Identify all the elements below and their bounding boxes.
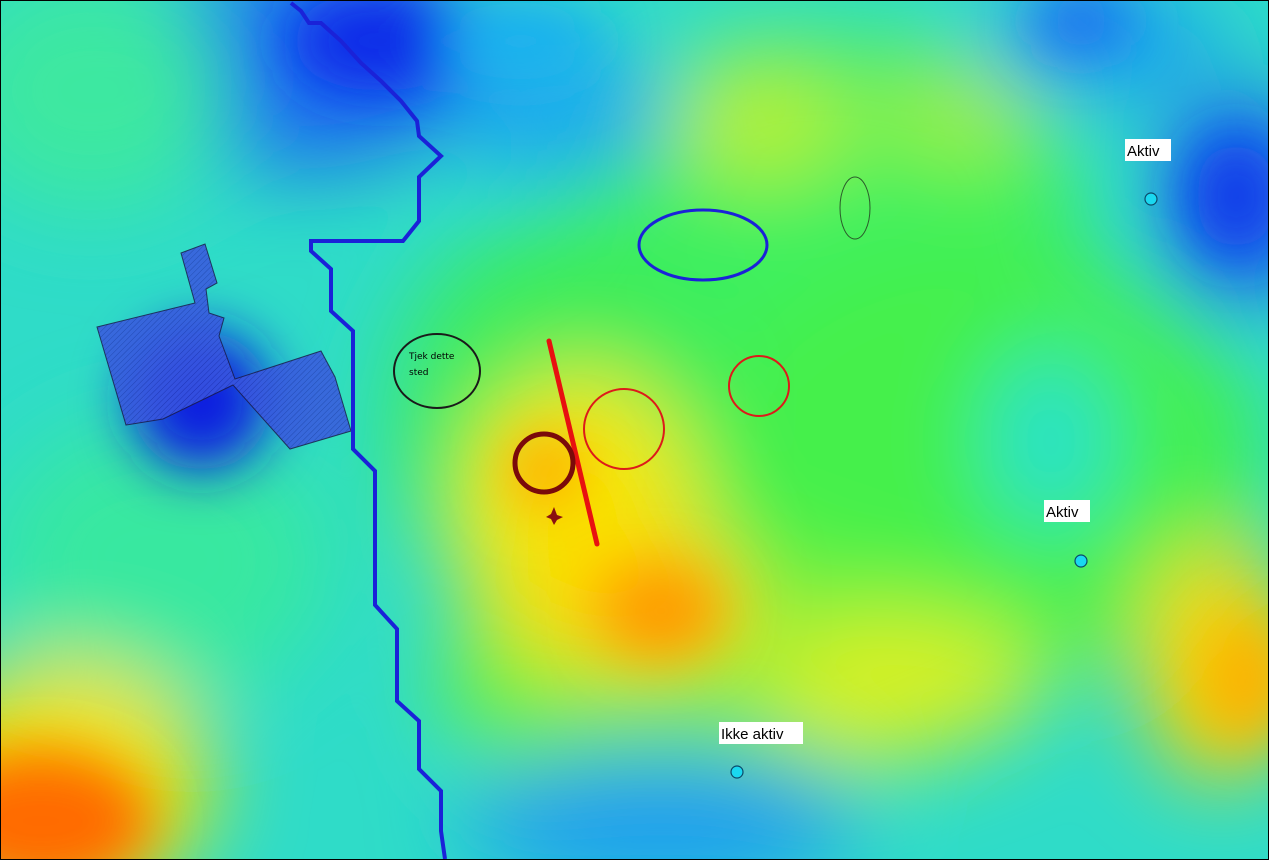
fault-line[interactable] bbox=[546, 338, 600, 547]
note-label-line2: sted bbox=[409, 368, 428, 378]
blue-ellipse-marker[interactable] bbox=[637, 208, 769, 282]
thin-ellipse-marker[interactable] bbox=[839, 176, 871, 240]
well-label-1: Aktiv bbox=[1127, 143, 1160, 160]
well-marker-3[interactable]: Ikke aktiv bbox=[719, 722, 803, 779]
note-check-site[interactable]: Tjek dette sted bbox=[393, 333, 481, 409]
well-label-bg bbox=[719, 722, 803, 744]
well-dot-icon[interactable] bbox=[730, 765, 744, 779]
note-ellipse[interactable] bbox=[393, 333, 481, 409]
well-dot-icon[interactable] bbox=[1144, 192, 1158, 206]
red-circle-large[interactable] bbox=[583, 388, 665, 470]
hatched-area-polygon[interactable] bbox=[96, 243, 352, 450]
star-marker[interactable] bbox=[546, 507, 563, 525]
boundary-line[interactable] bbox=[289, 1, 447, 859]
well-label-3: Ikke aktiv bbox=[721, 726, 784, 743]
well-dot-icon[interactable] bbox=[1074, 554, 1088, 568]
darkred-circle[interactable] bbox=[512, 431, 576, 495]
well-label-2: Aktiv bbox=[1046, 504, 1079, 521]
note-label-line1: Tjek dette bbox=[408, 352, 455, 362]
well-label-bg bbox=[1044, 500, 1090, 522]
well-marker-1[interactable]: Aktiv bbox=[1125, 139, 1171, 206]
well-marker-2[interactable]: Aktiv bbox=[1044, 500, 1090, 568]
well-label-bg bbox=[1125, 139, 1171, 161]
red-circle-small[interactable] bbox=[728, 355, 790, 417]
